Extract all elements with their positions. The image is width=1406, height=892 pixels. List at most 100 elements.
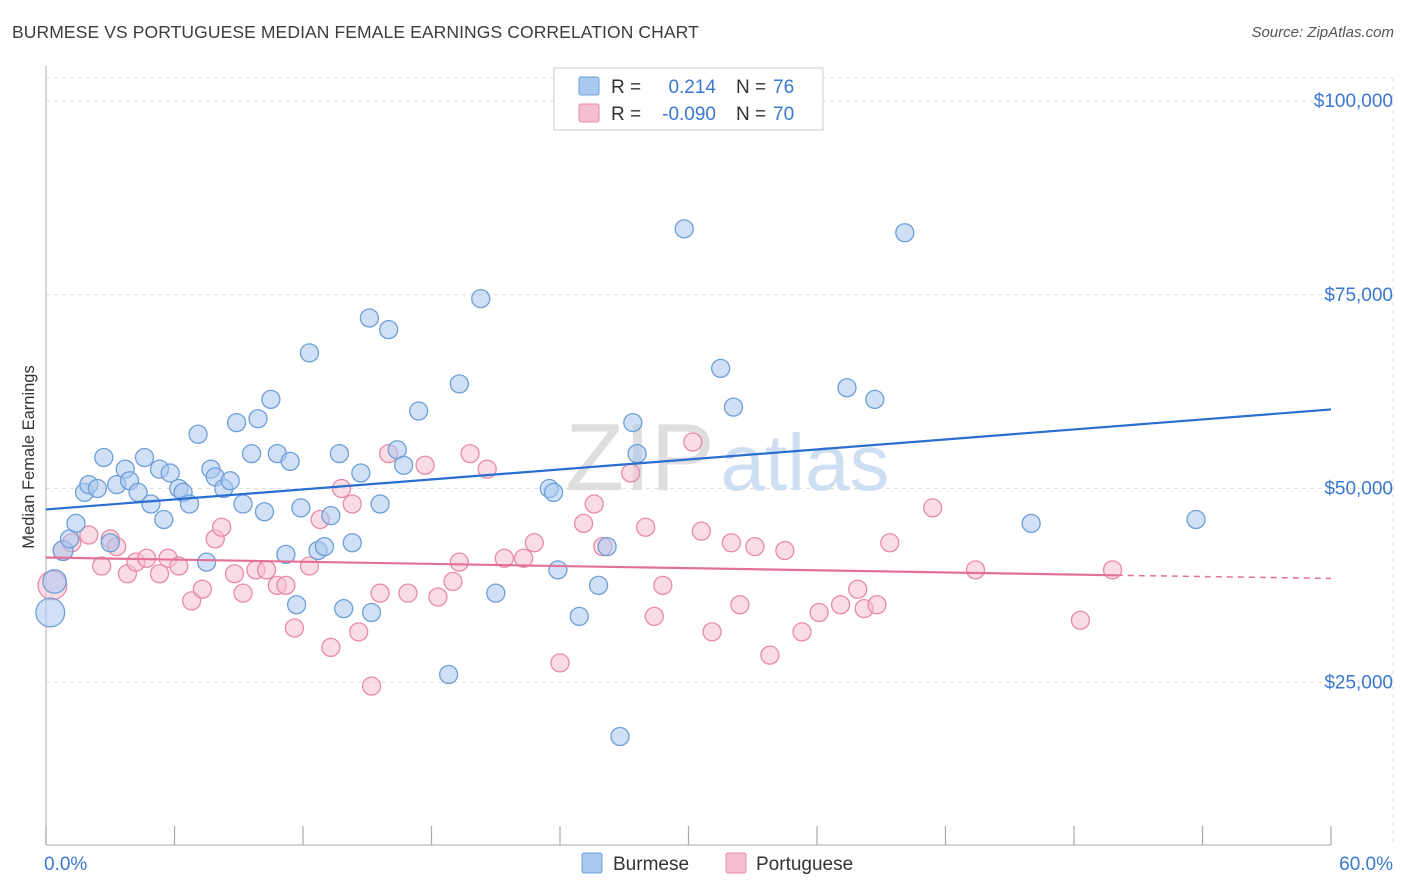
data-point-burmese [220, 471, 240, 491]
legend-r-value-portuguese: -0.090 [662, 104, 716, 125]
series-legend: Burmese Portuguese [581, 852, 853, 875]
source-credit: Source: ZipAtlas.com [1251, 24, 1394, 41]
data-point-portuguese [321, 637, 341, 658]
data-point-burmese [361, 602, 382, 623]
data-point-burmese [94, 447, 114, 468]
data-point-burmese [248, 409, 268, 429]
data-point-portuguese [691, 521, 711, 541]
data-point-burmese [314, 536, 335, 557]
data-point-portuguese [636, 517, 656, 537]
series-legend-swatch-portuguese [725, 852, 747, 874]
data-point-portuguese [92, 556, 112, 576]
data-point-portuguese [867, 595, 887, 615]
data-point-portuguese [644, 606, 664, 627]
legend-swatch-portuguese [578, 103, 600, 123]
data-point-burmese [543, 482, 564, 503]
data-point-burmese [548, 560, 568, 580]
data-point-burmese [370, 494, 390, 514]
data-point-burmese [359, 308, 380, 328]
data-point-burmese [329, 443, 350, 464]
legend-r-label-portuguese: R = [611, 104, 641, 125]
data-point-burmese [188, 424, 208, 444]
data-point-portuguese [284, 618, 305, 638]
data-point-burmese [35, 597, 66, 628]
data-point-portuguese [415, 455, 435, 475]
data-point-burmese [449, 374, 469, 394]
data-point-portuguese [775, 540, 795, 561]
data-point-portuguese [683, 432, 703, 452]
data-point-burmese [394, 455, 414, 475]
data-point-portuguese [848, 579, 868, 599]
data-point-burmese [569, 606, 589, 627]
data-point-burmese [134, 447, 155, 468]
y-tick-label: $100,000 [1314, 91, 1393, 112]
data-point-burmese [286, 595, 307, 615]
chart-title: BURMESE VS PORTUGUESE MEDIAN FEMALE EARN… [12, 22, 699, 42]
y-tick-label: $50,000 [1324, 479, 1393, 500]
data-point-portuguese [331, 478, 352, 499]
legend-n-label-burmese: N = [736, 77, 766, 98]
data-point-portuguese [550, 653, 570, 673]
trend-line-portuguese-extension [1116, 574, 1332, 580]
data-point-burmese [408, 401, 429, 421]
data-point-burmese [351, 463, 371, 483]
points-layer [35, 219, 1206, 747]
data-point-burmese [100, 533, 120, 553]
watermark-atlas: atlas [721, 418, 890, 507]
data-point-burmese [588, 575, 609, 596]
data-point-burmese [471, 288, 491, 309]
data-point-portuguese [494, 548, 514, 568]
data-point-burmese [895, 223, 915, 243]
data-point-burmese [226, 412, 247, 433]
data-point-burmese [241, 443, 262, 464]
data-point-portuguese [342, 494, 362, 514]
series-legend-label-portuguese: Portuguese [756, 854, 853, 875]
data-point-burmese [1186, 509, 1206, 530]
data-point-burmese [160, 463, 180, 483]
data-point-portuguese [443, 571, 463, 592]
data-point-portuguese [923, 498, 943, 518]
data-point-burmese [141, 494, 161, 514]
data-point-portuguese [149, 564, 170, 584]
legend-r-value-burmese: 0.214 [668, 77, 716, 98]
data-point-portuguese [730, 595, 750, 615]
data-point-portuguese [428, 587, 448, 607]
data-point-burmese [42, 569, 67, 594]
data-point-burmese [379, 319, 399, 340]
data-point-portuguese [256, 560, 277, 580]
data-point-portuguese [809, 602, 829, 623]
data-point-burmese [280, 451, 300, 472]
data-point-burmese [865, 389, 885, 410]
legend-n-value-portuguese: 70 [773, 104, 794, 125]
data-point-burmese [438, 664, 459, 685]
data-point-burmese [710, 358, 731, 379]
y-axis-label: Median Female Earnings [20, 365, 38, 548]
data-point-burmese [233, 494, 253, 514]
data-point-portuguese [276, 575, 296, 596]
data-point-burmese [623, 412, 643, 433]
data-point-burmese [342, 533, 362, 553]
data-point-portuguese [79, 525, 99, 545]
data-point-portuguese [460, 443, 480, 464]
data-point-portuguese [1070, 610, 1091, 630]
legend-r-label-burmese: R = [611, 77, 641, 98]
y-tick-label: $75,000 [1324, 285, 1393, 306]
data-point-portuguese [524, 533, 544, 553]
legend-n-value-burmese: 76 [773, 77, 794, 98]
data-point-portuguese [233, 583, 253, 603]
data-point-burmese [254, 502, 275, 522]
data-point-portuguese [477, 459, 497, 479]
axes-layer: $25,000 $50,000 $75,000 $100,000 0.0% 60.0% [44, 66, 1393, 875]
data-point-burmese [321, 505, 341, 526]
data-point-burmese [276, 544, 296, 565]
data-point-portuguese [830, 595, 851, 615]
trend-line-portuguese [45, 556, 1117, 577]
data-point-portuguese [224, 564, 245, 584]
data-point-portuguese [398, 583, 418, 603]
data-point-burmese [674, 219, 694, 239]
data-point-portuguese [513, 548, 534, 568]
data-point-portuguese [584, 494, 604, 514]
data-point-portuguese [621, 463, 641, 483]
data-point-portuguese [169, 556, 189, 576]
